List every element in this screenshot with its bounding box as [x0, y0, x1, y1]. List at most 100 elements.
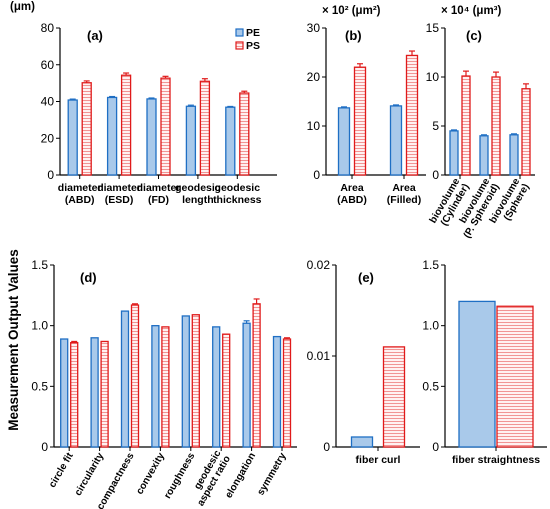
y-tick-label: 80 [41, 21, 55, 35]
bar-ps [252, 303, 261, 448]
bar-pe [458, 300, 496, 448]
panel-label: (b) [345, 28, 362, 43]
legend-label: PE [246, 27, 260, 39]
bar-pe [90, 337, 99, 448]
y-tick-label: 0 [432, 168, 439, 182]
bar-ps [120, 74, 132, 176]
error-bar-ps [409, 50, 415, 56]
error-bar-ps [201, 78, 208, 82]
x-category-label: symmetry [255, 451, 288, 498]
x-category-label: circularity [73, 451, 107, 498]
legend-swatch [235, 41, 244, 50]
y-tick-label: 1.0 [31, 319, 48, 333]
x-category-label: roughness [162, 451, 197, 501]
x-category-label: geodesic length [175, 182, 221, 206]
y-tick-label: 40 [41, 95, 55, 109]
bar-pe [146, 98, 157, 176]
y-tick-label: 0 [313, 168, 320, 182]
bar-ps [521, 88, 531, 176]
y-tick-label: 0 [41, 440, 48, 454]
x-category-label: diameter (ESD) [97, 182, 141, 206]
x-category-label: convexity [134, 451, 167, 497]
bar-ps [130, 304, 140, 448]
unit-label: × 10⁴ (μm³) [441, 5, 502, 17]
y-tick-label: 0.5 [422, 379, 439, 393]
bar-ps [491, 76, 501, 176]
bar-ps [405, 54, 419, 176]
y-tick-label: 0 [323, 440, 330, 454]
y-tick-label: 10 [426, 70, 440, 84]
error-bar-pe [148, 97, 155, 99]
y-tick-label: 0 [432, 440, 439, 454]
error-bar-ps [83, 80, 90, 83]
error-bar-pe [69, 98, 76, 101]
bar-ps [461, 75, 471, 176]
error-bar-ps [463, 70, 469, 77]
error-bar-ps [523, 83, 529, 89]
bar-pe [389, 105, 403, 176]
legend-label: PS [246, 40, 260, 52]
error-bar-ps [357, 63, 363, 68]
panel-label: (a) [87, 28, 103, 43]
error-bar-pe [243, 320, 250, 324]
error-bar-pe [109, 95, 116, 98]
error-bar-pe [341, 106, 347, 108]
panel-1: 0 20 40 60 80 diameter (ABD)diameter (ESD)diame… [10, 1, 277, 206]
bar-ps [161, 326, 170, 448]
x-category-label: diameter (FD) [137, 182, 181, 206]
bar-pe [350, 436, 374, 448]
bar-ps [496, 305, 534, 448]
error-bar-ps [493, 71, 499, 77]
y-tick-label: 20 [307, 70, 321, 84]
bar-pe [185, 105, 197, 176]
error-bar-pe [393, 104, 399, 106]
panel-6: 0 0.5 1.0 1.5 fiber straightness [422, 258, 547, 466]
error-bar-ps [253, 298, 260, 304]
bar-ps [382, 346, 406, 448]
bar-ps [199, 80, 211, 176]
y-tick-label: 0.01 [307, 349, 331, 363]
panel-5: 0 0.01 0.02 fiber curl (e) [307, 258, 420, 466]
x-category-label: Area (ABD) [337, 182, 367, 206]
y-tick-label: 20 [41, 131, 55, 145]
bar-pe [181, 315, 190, 448]
y-tick-label: 1.0 [422, 319, 439, 333]
error-bar-ps [71, 340, 78, 343]
bar-ps [70, 342, 79, 448]
bar-pe [60, 338, 69, 448]
chart-layer: 0 20 40 60 80 diameter (ABD)diameter (ESD)diame… [10, 1, 547, 509]
y-tick-label: 30 [307, 21, 321, 35]
panel-2: 0 10 20 30 Area (ABD) Area (Filled) (b) × 10² (μm… [307, 5, 426, 206]
bar-pe [337, 107, 351, 176]
error-bar-ps [284, 337, 290, 340]
panel-label: (c) [466, 28, 482, 43]
bar-pe [242, 322, 251, 448]
bar-ps [239, 92, 250, 176]
bar-pe [272, 335, 282, 448]
bar-pe [120, 310, 130, 448]
error-bar-ps [162, 75, 169, 79]
bar-pe [67, 99, 78, 176]
unit-label: (μm) [10, 1, 35, 13]
panel-label: (e) [358, 270, 374, 285]
y-tick-label: 0.5 [31, 379, 48, 393]
x-category-label: diameter (ABD) [58, 182, 102, 206]
y-tick-label: 0 [47, 168, 54, 182]
bar-pe [151, 325, 160, 448]
bar-ps [222, 333, 231, 448]
unit-label: × 10² (μm²) [322, 5, 381, 17]
bar-ps [282, 338, 292, 448]
x-category-label: Area (Filled) [387, 182, 421, 206]
bar-pe [225, 106, 236, 176]
bar-ps [81, 82, 92, 176]
legend-item-ps: PS [235, 40, 260, 52]
bar-pe [106, 96, 118, 176]
x-category-label: fiber straightness [452, 454, 540, 466]
error-bar-pe [227, 105, 234, 108]
figure-y-axis-label: Measurement Output Values [6, 249, 21, 431]
bar-pe [509, 134, 519, 176]
error-bar-pe [187, 104, 194, 107]
